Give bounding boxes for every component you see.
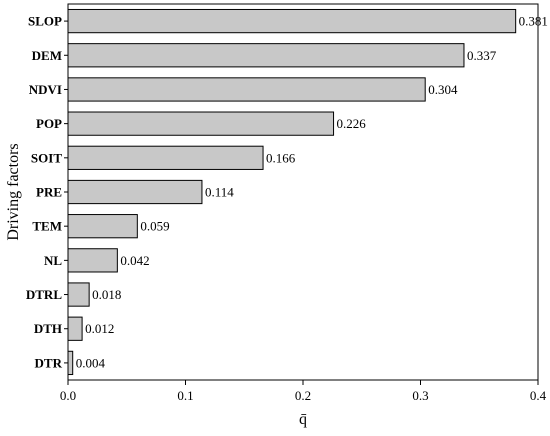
value-label: 0.004: [76, 355, 106, 370]
bar-pop: [67, 111, 335, 136]
bar-nl: [67, 248, 118, 273]
bar-pre: [67, 179, 203, 205]
category-label: PRE: [36, 185, 62, 200]
value-label: 0.337: [467, 48, 497, 63]
category-label: DEM: [32, 48, 62, 63]
category-label: SOIT: [31, 150, 62, 165]
x-axis-title: q̄: [299, 411, 307, 428]
category-label: NL: [44, 253, 62, 268]
value-label: 0.012: [85, 321, 114, 336]
bar-ndvi: [67, 77, 426, 102]
plot-frame: [67, 3, 539, 381]
value-label: 0.304: [428, 82, 458, 97]
category-label: TEM: [32, 219, 62, 234]
y-axis-title: Driving factors: [5, 143, 22, 240]
category-label: DTR: [35, 355, 63, 370]
x-tick-label: 0.0: [60, 388, 76, 403]
x-ticks-group: 0.0 0.1 0.2 0.3 0.4: [60, 20, 547, 403]
bar-dem: [67, 43, 465, 68]
x-tick-label: 0.1: [177, 388, 193, 403]
value-label: 0.381: [519, 14, 548, 29]
bar-dth: [67, 316, 83, 341]
category-labels-group: SLOP DEM NDVI POP SOIT PRE TEM NL DTRL DTH DTR: [26, 14, 63, 371]
value-label: 0.166: [266, 150, 296, 165]
value-labels-group: 0.381 0.337 0.304 0.226 0.166 0.114 0.059 0.042…: [76, 14, 548, 371]
x-tick-label: 0.3: [412, 388, 428, 403]
value-label: 0.114: [205, 185, 234, 200]
value-label: 0.042: [120, 253, 149, 268]
category-label: POP: [36, 116, 62, 131]
bar-dtr: [67, 350, 74, 376]
category-label: DTH: [34, 321, 62, 336]
value-label: 0.018: [92, 287, 121, 302]
value-label: 0.059: [140, 219, 169, 234]
bar-slop: [67, 8, 517, 34]
x-tick-label: 0.2: [295, 388, 311, 403]
category-label: SLOP: [28, 14, 62, 29]
x-tick-label: 0.4: [530, 388, 547, 403]
category-label: NDVI: [29, 82, 62, 97]
bars-group: [67, 8, 517, 376]
bar-soit: [67, 145, 264, 170]
value-label: 0.226: [337, 116, 367, 131]
category-label: DTRL: [26, 287, 62, 302]
bar-tem: [67, 214, 138, 239]
bar-dtrl: [67, 282, 90, 307]
